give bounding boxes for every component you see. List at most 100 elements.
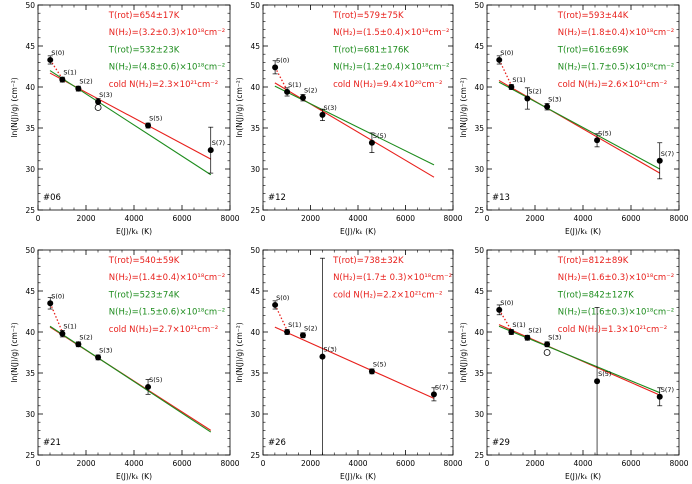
red-fit-annotation: N(H₂)=(1.8±0.4)×10¹⁸cm⁻² <box>558 28 674 38</box>
data-point <box>368 139 375 146</box>
red-fit-annotation: T(rot)=593±44K <box>557 11 629 21</box>
chart-panel: 0 2000 4000 6000 8000 25 30 35 40 45 50 E(J)/kₖ (K)… <box>459 246 689 481</box>
point-label: S(7) <box>661 150 674 158</box>
data-point <box>544 341 551 348</box>
y-axis-label: ln(N(J)/g) (cm⁻²) <box>10 77 19 137</box>
x-axis-label: E(J)/kₖ (K) <box>116 472 152 481</box>
y-tick-label: 25 <box>474 451 484 460</box>
green-fit-annotation: N(H₂)=(4.8±0.6)×10¹⁸cm⁻² <box>109 63 225 73</box>
green-fit-line <box>498 325 661 394</box>
point-label: S(2) <box>79 333 92 341</box>
x-tick-label: 8000 <box>669 459 688 468</box>
cold-component-dotted-line <box>274 67 288 91</box>
green-fit-line <box>498 81 661 170</box>
data-point <box>524 95 531 102</box>
data-point <box>95 354 102 361</box>
x-tick-label: 4000 <box>348 459 367 468</box>
point-label: S(2) <box>79 78 92 86</box>
green-fit-annotation: N(H₂)=(1.2±0.4)×10¹⁸cm⁻² <box>333 63 449 73</box>
plot-area <box>272 60 435 178</box>
red-fit-annotation: T(rot)=738±32K <box>332 256 404 266</box>
green-fit-annotation: N(H₂)=(1.6±0.3)×10¹⁸cm⁻² <box>558 308 674 318</box>
data-point <box>95 98 102 105</box>
chart-panel: 0 2000 4000 6000 8000 25 30 35 40 45 50 E(J)/kₖ (K)… <box>459 1 689 236</box>
y-tick-label: 30 <box>474 410 484 419</box>
x-tick-label: 2000 <box>301 459 320 468</box>
data-point <box>59 330 66 337</box>
point-label: S(5) <box>149 376 162 384</box>
chart-panel: 0 2000 4000 6000 8000 25 30 35 40 45 50 E(J)/kₖ (K)… <box>10 246 240 481</box>
red-fit-annotation: T(rot)=540±59K <box>108 256 180 266</box>
green-fit-annotation: N(H₂)=(1.5±0.6)×10¹⁸cm⁻² <box>109 308 225 318</box>
x-tick-label: 6000 <box>396 214 415 223</box>
y-tick-label: 25 <box>250 206 260 215</box>
y-axis-label: ln(N(J)/g) (cm⁻²) <box>459 77 468 137</box>
data-point <box>544 103 551 110</box>
red-fit-annotation: N(H₂)=(1.5±0.4)×10¹⁸cm⁻² <box>333 28 449 38</box>
red-fit-annotation: cold N(H₂)=2.2×10²¹cm⁻² <box>333 290 442 300</box>
data-point <box>656 157 663 164</box>
point-label: S(3) <box>548 333 561 341</box>
y-tick-label: 45 <box>25 287 35 296</box>
plot-area <box>496 304 663 455</box>
x-tick-label: 4000 <box>348 214 367 223</box>
y-tick-label: 35 <box>474 369 484 378</box>
data-point <box>75 341 82 348</box>
y-tick-label: 30 <box>250 165 260 174</box>
point-label: S(0) <box>500 299 513 307</box>
plot-area <box>272 257 437 455</box>
plot-area <box>496 55 663 180</box>
y-tick-label: 45 <box>474 42 484 51</box>
y-tick-label: 40 <box>25 328 35 337</box>
green-fit-annotation: T(rot)=532±23K <box>108 45 180 55</box>
point-label: S(0) <box>500 49 513 57</box>
y-tick-label: 45 <box>250 287 260 296</box>
x-tick-label: 2000 <box>525 459 544 468</box>
x-tick-label: 4000 <box>573 214 592 223</box>
y-tick-label: 25 <box>25 451 35 460</box>
x-axis-label: E(J)/kₖ (K) <box>340 472 376 481</box>
x-tick-label: 4000 <box>573 459 592 468</box>
y-tick-label: 25 <box>250 451 260 460</box>
red-fit-annotation: cold N(H₂)=2.6×10²¹cm⁻² <box>558 80 667 90</box>
data-point <box>524 334 531 341</box>
y-tick-label: 35 <box>474 124 484 133</box>
green-fit-line <box>49 325 212 433</box>
red-fit-annotation: cold N(H₂)=2.7×10²¹cm⁻² <box>109 325 218 335</box>
point-label: S(5) <box>373 132 386 140</box>
data-point <box>496 56 503 63</box>
x-tick-label: 0 <box>36 214 41 223</box>
x-axis-label: E(J)/kₖ (K) <box>565 472 601 481</box>
x-tick-label: 6000 <box>621 214 640 223</box>
y-tick-label: 50 <box>25 246 35 255</box>
open-data-point <box>94 104 102 111</box>
red-fit-line <box>274 82 435 178</box>
red-fit-annotation: T(rot)=812±89K <box>557 256 629 266</box>
panel-id-label: #21 <box>43 438 61 448</box>
point-label: S(0) <box>51 49 64 57</box>
point-label: S(3) <box>99 91 112 99</box>
y-tick-label: 30 <box>474 165 484 174</box>
red-fit-annotation: cold N(H₂)=1.3×10²¹cm⁻² <box>558 325 667 335</box>
data-point <box>284 329 291 335</box>
data-point <box>496 306 503 313</box>
panel-id-label: #12 <box>268 193 286 203</box>
data-point <box>508 329 515 335</box>
data-point <box>272 64 279 71</box>
open-data-point <box>543 349 551 356</box>
x-axis-label: E(J)/kₖ (K) <box>565 227 601 236</box>
y-axis-label: ln(N(J)/g) (cm⁻²) <box>459 322 468 382</box>
red-fit-annotation: N(H₂)=(1.6±0.3)×10¹⁸cm⁻² <box>558 273 674 283</box>
panel-id-label: #13 <box>492 193 510 203</box>
point-label: S(5) <box>598 129 611 137</box>
x-tick-label: 0 <box>261 214 266 223</box>
red-fit-line <box>498 79 661 174</box>
y-tick-label: 35 <box>25 369 35 378</box>
x-tick-label: 8000 <box>443 459 462 468</box>
chart-panel: 0 2000 4000 6000 8000 25 30 35 40 45 50 E(J)/kₖ (K)… <box>10 1 240 236</box>
x-tick-label: 6000 <box>396 459 415 468</box>
y-tick-label: 50 <box>250 246 260 255</box>
y-tick-label: 30 <box>25 165 35 174</box>
data-point <box>594 378 601 385</box>
